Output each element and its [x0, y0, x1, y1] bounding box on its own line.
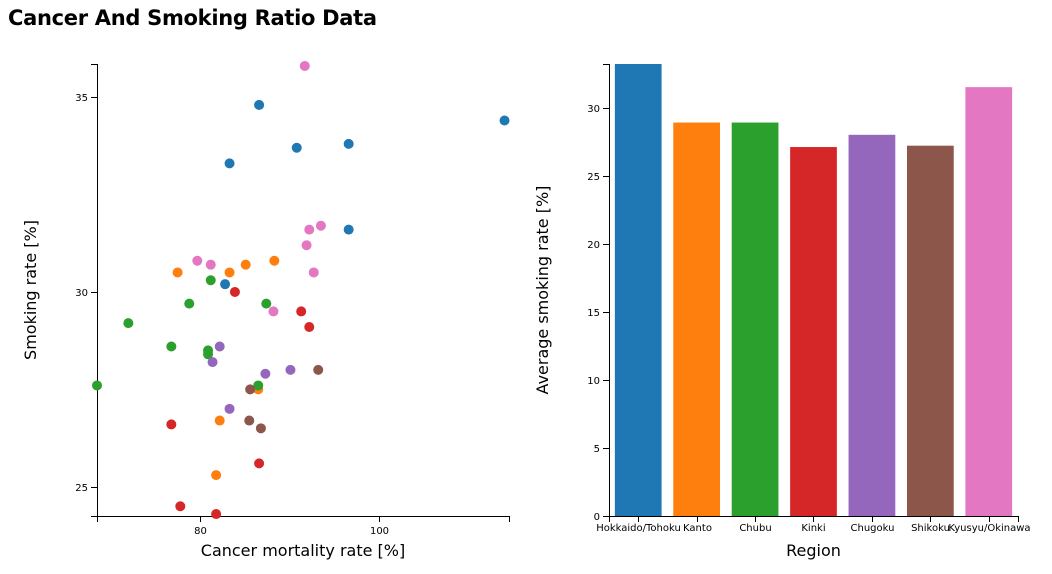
scatter-point — [291, 142, 302, 153]
bar-x-tick-label: Chugoku — [851, 523, 895, 534]
bar-y-tick-label: 5 — [594, 444, 600, 455]
scatter-point — [245, 384, 256, 395]
scatter-point — [184, 298, 195, 309]
bar — [673, 122, 721, 516]
bar-x-tick-label: Chubu — [739, 523, 771, 534]
scatter-x-axis-line — [97, 516, 510, 522]
scatter-y-axis-label: Smoking rate [%] — [21, 220, 40, 360]
bar-y-axis-label: Average smoking rate [%] — [533, 186, 552, 395]
scatter-point — [304, 322, 315, 333]
scatter-point — [268, 306, 279, 317]
scatter-y-tick-label: 30 — [75, 288, 88, 299]
bar-x-axis-label: Region — [786, 541, 841, 560]
bar-y-tick-label: 10 — [587, 376, 600, 387]
scatter-x-axis-label: Cancer mortality rate [%] — [201, 541, 405, 560]
bar-marks — [614, 64, 1013, 517]
scatter-point — [172, 267, 183, 278]
scatter-y-axis-line — [91, 64, 98, 517]
bar-x-tick-label: Kanto — [683, 523, 712, 534]
scatter-point — [92, 380, 102, 391]
scatter-point — [175, 501, 186, 512]
bar — [848, 134, 896, 517]
bar-x-tick-label: Kyusyu/Okinawa — [948, 523, 1030, 534]
bar-y-tick-label: 20 — [587, 240, 600, 251]
bar-y-tick-label: 0 — [594, 512, 600, 523]
bar-y-tick-label: 25 — [587, 172, 600, 183]
scatter-point — [255, 423, 266, 434]
scatter-point — [214, 341, 225, 352]
scatter-point — [315, 220, 326, 231]
page-title: Cancer And Smoking Ratio Data — [8, 6, 377, 30]
scatter-point — [296, 306, 307, 317]
bar-y-tick-label: 30 — [587, 104, 600, 115]
scatter-point — [254, 99, 265, 110]
scatter-point — [260, 368, 271, 379]
scatter-axes: 25 30 35 80 100 — [75, 64, 510, 537]
scatter-y-tick-label: 35 — [75, 93, 88, 104]
scatter-point — [166, 419, 177, 430]
bar — [614, 64, 662, 516]
bar — [906, 145, 954, 516]
scatter-point — [299, 60, 310, 71]
scatter-point — [192, 255, 203, 266]
bar-x-tick-label: Shikoku — [911, 523, 950, 534]
scatter-point — [343, 138, 354, 149]
scatter-y-tick-label: 25 — [75, 483, 88, 494]
scatter-point — [166, 341, 177, 352]
scatter-point — [343, 224, 354, 235]
scatter-point — [269, 255, 280, 266]
scatter-point — [214, 415, 225, 426]
scatter-point — [224, 158, 235, 169]
bar-x-tick-label: Kinki — [801, 523, 825, 534]
scatter-point — [207, 357, 218, 368]
bar — [965, 87, 1013, 516]
scatter-point — [244, 415, 255, 426]
bar — [731, 122, 779, 516]
scatter-point — [254, 458, 265, 469]
scatter-x-tick-label: 100 — [370, 526, 389, 537]
scatter-point — [301, 240, 312, 251]
scatter-point — [224, 403, 235, 414]
bar-y-tick-label: 15 — [587, 308, 600, 319]
scatter-point — [253, 380, 264, 391]
bar-x-tick-label: Hokkaido/Tohoku — [596, 523, 681, 534]
scatter-point — [205, 259, 216, 270]
scatter-point — [203, 349, 214, 360]
scatter-points — [92, 60, 510, 520]
scatter-point — [224, 267, 235, 278]
bar-axes: 0 5 10 15 20 25 30 Hokkaido/Tohoku Kanto Chubu Kin… — [587, 64, 1031, 534]
scatter-point — [240, 259, 251, 270]
scatter-point — [285, 364, 296, 375]
scatter-point — [313, 364, 324, 375]
scatter-point — [304, 224, 315, 235]
scatter-point — [308, 267, 319, 278]
scatter-point — [211, 470, 222, 481]
scatter-point — [205, 275, 216, 286]
scatter-point — [123, 318, 134, 329]
scatter-point — [229, 286, 240, 297]
scatter-x-tick-label: 80 — [194, 526, 207, 537]
bar — [790, 147, 837, 516]
scatter-point — [499, 115, 510, 126]
scatter-point — [220, 279, 231, 290]
scatter-point — [211, 509, 222, 520]
scatter-point — [261, 298, 272, 309]
